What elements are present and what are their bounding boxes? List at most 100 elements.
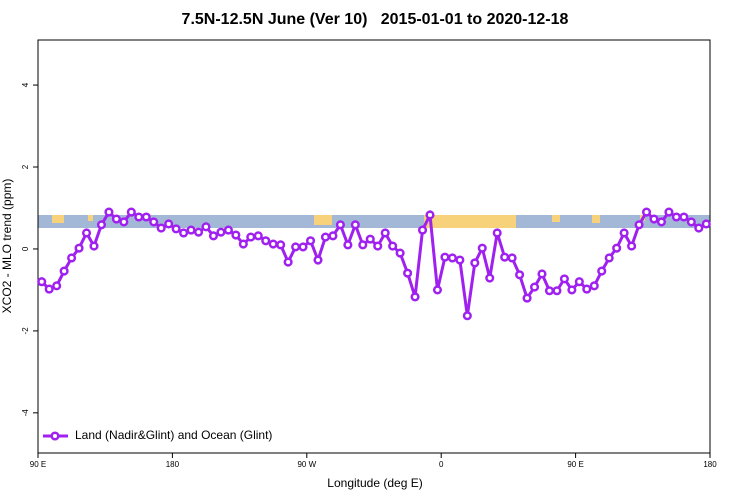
data-point <box>470 258 480 268</box>
data-point <box>529 282 540 292</box>
data-point <box>425 210 435 220</box>
data-point <box>619 228 629 238</box>
land-patch <box>88 215 93 221</box>
data-point <box>417 225 428 235</box>
y-tick-label: -2 <box>21 327 30 335</box>
data-point <box>59 266 69 276</box>
data-point <box>500 252 510 262</box>
land-patch <box>552 215 560 222</box>
data-point <box>477 243 487 253</box>
data-point <box>515 270 525 280</box>
data-point <box>462 311 472 321</box>
data-point <box>701 219 711 229</box>
data-point <box>179 228 189 238</box>
data-point <box>246 232 256 242</box>
legend-label: Land (Nadir&Glint) and Ocean (Glint) <box>75 428 272 442</box>
x-tick-label: 180 <box>703 460 717 469</box>
data-point <box>373 241 383 251</box>
data-point <box>52 281 62 291</box>
data-point <box>313 255 323 265</box>
data-point <box>74 243 84 253</box>
data-point <box>298 242 308 252</box>
data-point <box>552 286 562 296</box>
data-point <box>380 228 390 238</box>
data-point <box>597 266 607 276</box>
data-point <box>193 227 204 237</box>
land-patch <box>424 215 516 228</box>
data-point <box>485 273 495 283</box>
data-point <box>231 230 241 240</box>
data-point <box>694 223 704 233</box>
data-point <box>320 232 331 242</box>
data-point <box>604 253 614 263</box>
data-point <box>283 257 293 267</box>
x-tick-label: 90 E <box>567 460 583 469</box>
data-point <box>350 220 360 230</box>
data-point <box>395 248 405 258</box>
y-tick-label: 4 <box>21 82 30 87</box>
data-point <box>291 242 301 252</box>
data-point <box>208 231 219 241</box>
data-point <box>567 285 577 295</box>
data-point <box>440 252 450 262</box>
data-point <box>37 277 47 287</box>
plot-frame <box>37 39 711 454</box>
data-point <box>253 231 263 241</box>
data-point <box>201 222 211 232</box>
data-point <box>627 241 637 251</box>
y-axis-label: XCO2 - MLO trend (ppm) <box>0 179 14 314</box>
data-point <box>261 236 271 246</box>
data-point <box>679 212 689 222</box>
x-axis-label: Longitude (deg E) <box>327 476 422 490</box>
data-point <box>544 286 555 296</box>
data-point <box>522 293 532 303</box>
data-point <box>126 207 136 217</box>
data-point <box>589 281 599 291</box>
data-point <box>104 207 114 217</box>
x-tick-label: 90 E <box>30 460 46 469</box>
data-point <box>656 217 667 227</box>
y-tick-label: 0 <box>21 246 30 251</box>
data-point <box>574 277 584 287</box>
data-point <box>388 241 398 251</box>
data-point <box>335 220 345 230</box>
data-point <box>365 234 375 244</box>
land-patch <box>52 215 64 223</box>
data-point <box>432 285 443 295</box>
data-point <box>149 217 159 227</box>
x-tick-label: 0 <box>439 460 444 469</box>
data-point <box>343 240 353 250</box>
y-tick-label: 2 <box>21 164 30 169</box>
data-point <box>171 224 181 234</box>
x-tick-label: 180 <box>166 460 180 469</box>
data-point <box>447 253 457 263</box>
data-point <box>403 268 413 278</box>
data-point <box>44 284 54 294</box>
data-point <box>67 253 77 263</box>
chart-title: 7.5N-12.5N June (Ver 10) 2015-01-01 to 2… <box>182 11 569 28</box>
data-point <box>111 214 121 224</box>
data-point <box>134 212 144 222</box>
data-point <box>164 219 174 229</box>
data-point <box>582 284 592 294</box>
data-point <box>276 240 286 250</box>
data-point <box>664 207 674 217</box>
data-point <box>649 214 659 224</box>
data-point <box>328 231 338 241</box>
data-point <box>238 239 248 249</box>
data-point <box>455 255 465 265</box>
data-point <box>81 228 92 238</box>
data-point <box>119 217 129 227</box>
data-point <box>634 220 644 230</box>
data-point <box>268 239 278 249</box>
data-point <box>156 223 166 233</box>
x-tick-label: 90 W <box>297 460 316 469</box>
data-point <box>89 241 99 251</box>
data-point <box>671 212 681 222</box>
legend-marker <box>50 431 60 441</box>
data-point <box>223 225 233 235</box>
data-point <box>559 274 569 284</box>
data-point <box>641 207 652 217</box>
data-point <box>686 217 696 227</box>
